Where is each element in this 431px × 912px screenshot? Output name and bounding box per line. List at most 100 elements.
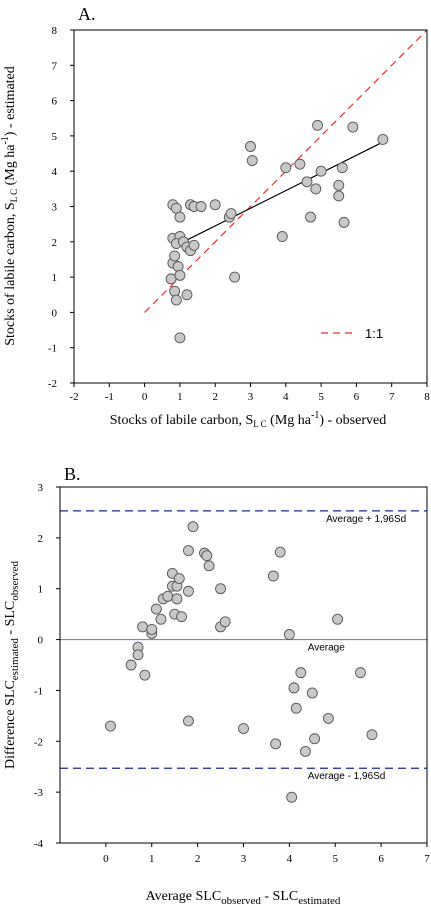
x-tick-label: 4 [283, 391, 289, 403]
data-point [286, 791, 298, 803]
data-point [139, 669, 151, 681]
data-point [283, 629, 295, 640]
x-tick-label: 4 [287, 853, 293, 865]
data-point [155, 613, 167, 625]
data-point [332, 613, 343, 625]
data-point [301, 176, 313, 188]
x-tick-label: -1 [105, 391, 114, 403]
x-tick-label: 6 [378, 853, 384, 865]
y-tick-label: 5 [52, 131, 58, 143]
x-tick-label: 7 [424, 853, 430, 865]
y-tick-label: -1 [48, 343, 57, 355]
panel-b-y-axis-label: Difference SLCestimated - SLCobserved [3, 561, 21, 769]
x-tick-label: -2 [69, 391, 78, 403]
data-point [171, 593, 183, 605]
data-point [238, 723, 249, 735]
data-point [209, 199, 221, 211]
data-point [182, 545, 194, 557]
data-point [306, 687, 318, 699]
data-point [173, 573, 185, 584]
x-tick-label: 1 [149, 853, 155, 865]
y-tick-label: 6 [52, 96, 58, 108]
one-to-one-line [144, 30, 427, 313]
data-point [174, 269, 186, 281]
y-tick-label: 7 [52, 60, 58, 72]
data-point [187, 521, 199, 533]
data-point [245, 141, 256, 152]
y-tick-label: -3 [34, 787, 44, 799]
lower-limit-label: Average - 1,96Sd [308, 771, 386, 782]
x-tick-label: 7 [389, 391, 395, 403]
data-point [188, 239, 200, 251]
data-point [336, 162, 348, 174]
data-point [288, 682, 300, 694]
y-tick-label: 2 [52, 237, 58, 249]
data-point [246, 155, 258, 167]
x-tick-label: 3 [248, 391, 254, 403]
data-point [276, 231, 288, 242]
panel-a-x-axis-label: Stocks of labile carbon, SL C (Mg ha-1) … [110, 410, 386, 429]
data-point [366, 729, 378, 741]
data-point [170, 294, 182, 306]
x-tick-label: 8 [424, 391, 430, 403]
y-tick-label: 1 [52, 272, 58, 284]
x-tick-label: 5 [318, 391, 324, 403]
y-tick-label: 0 [52, 307, 58, 319]
panel-b-label: B. [64, 464, 81, 484]
x-tick-label: 6 [354, 391, 360, 403]
data-point [294, 158, 306, 170]
data-point [229, 271, 241, 283]
data-point [172, 261, 184, 272]
legend-one-to-one-label: 1:1 [365, 326, 383, 341]
panel-a-plot: -2 -1 0 1 2 3 4 5 6 7 8 -2 -1 0 1 2 3 4 5 6 7 8 1:1 Stocks of… [0, 25, 430, 429]
data-point [150, 603, 162, 615]
data-point [377, 133, 389, 145]
data-point [182, 585, 194, 597]
data-point [309, 733, 321, 745]
data-point [305, 211, 316, 223]
data-point [146, 623, 158, 635]
data-point [299, 746, 311, 757]
data-point [174, 211, 186, 223]
data-point [290, 702, 302, 714]
data-point [195, 201, 207, 212]
data-point [105, 720, 116, 732]
data-point [181, 289, 193, 301]
data-point [169, 250, 181, 262]
panel-a-label: A. [78, 4, 96, 24]
data-point [162, 590, 174, 602]
panel-b-x-axis-label: Average SLCobserved - SLCestimated [146, 889, 341, 907]
x-tick-label: 0 [103, 853, 109, 865]
x-tick-label: 5 [333, 853, 339, 865]
data-point [310, 183, 322, 195]
data-point [137, 621, 149, 633]
data-point [280, 162, 292, 174]
y-tick-label: 3 [52, 202, 58, 214]
x-tick-label: 1 [177, 391, 183, 403]
y-tick-label: 8 [52, 25, 58, 37]
data-point [322, 712, 334, 724]
data-point [315, 165, 327, 177]
data-point [176, 611, 188, 623]
x-tick-label: 2 [212, 391, 218, 403]
y-tick-label: -2 [34, 736, 43, 748]
y-tick-label: 0 [38, 635, 44, 647]
data-point [267, 570, 279, 582]
data-point [182, 715, 194, 727]
panel-a-y-axis-label: Stocks of labile carbon, SL C (Mg ha-1) … [0, 66, 19, 346]
data-point [201, 550, 213, 562]
x-tick-label: 0 [142, 391, 148, 403]
data-point [355, 667, 366, 679]
y-tick-label: 4 [52, 166, 58, 178]
y-tick-label: 3 [38, 482, 44, 494]
data-point [274, 546, 286, 558]
regression-line [176, 142, 382, 246]
y-tick-label: -4 [34, 838, 44, 850]
data-point [215, 583, 227, 595]
x-tick-label: 2 [195, 853, 201, 865]
data-point [219, 616, 231, 628]
data-point [125, 659, 137, 671]
data-point [203, 560, 215, 572]
